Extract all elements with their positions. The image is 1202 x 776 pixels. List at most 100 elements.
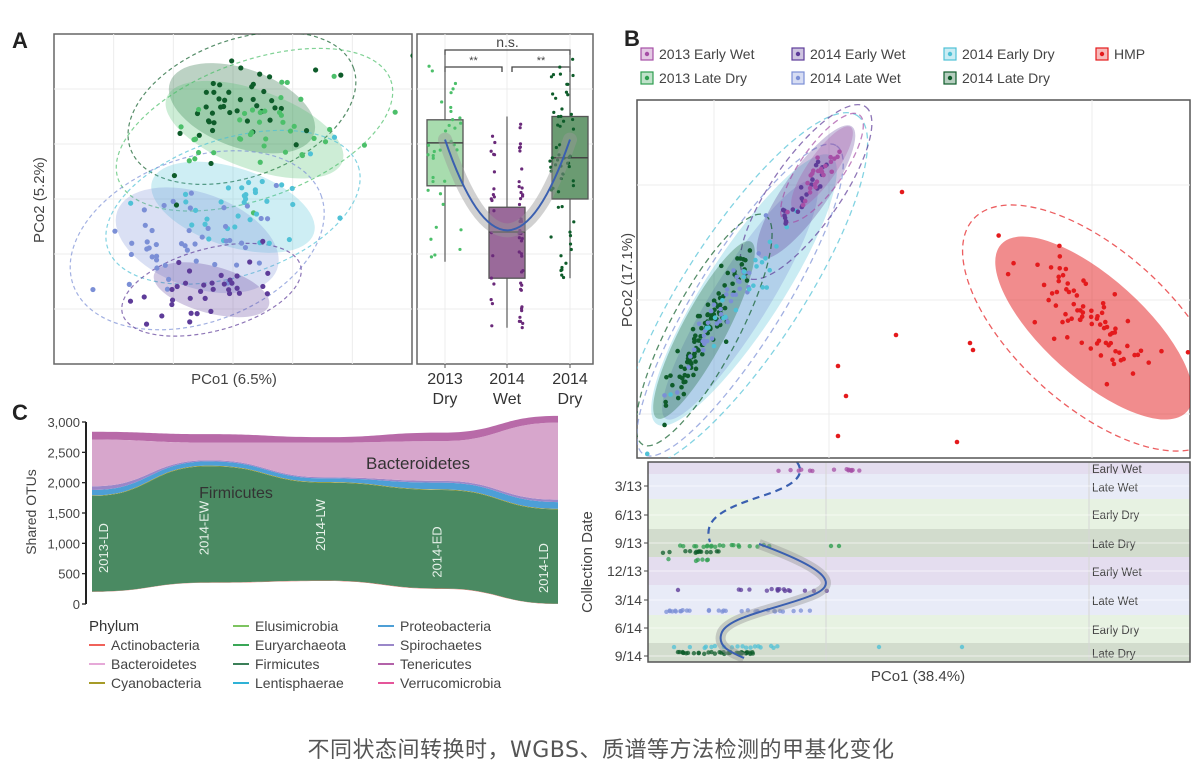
confidence-ellipse-2014-late-wet — [69, 150, 325, 331]
point-2014-late-wet — [193, 258, 199, 264]
point-2013-early-wet — [776, 468, 781, 474]
point-2013-late-dry — [712, 544, 718, 549]
point-2013-dry — [431, 156, 435, 160]
point-2014-late-dry — [234, 108, 240, 114]
point-2014-early-dry — [668, 392, 673, 397]
panel-b-ellipses — [637, 103, 1190, 458]
point-2014-early-wet — [169, 297, 176, 303]
point-2014-late-dry — [660, 550, 666, 556]
point-2014-early-wet — [143, 321, 150, 327]
point-2014-late-dry — [208, 160, 214, 167]
legend-item-2014-late-wet: 2014 Late Wet — [791, 70, 901, 86]
point-hmp — [1071, 288, 1077, 293]
boxplot-x-ticks: 2013 Dry 2014 Wet 2014 Dry — [427, 364, 588, 408]
point-2014-early-wet — [226, 287, 232, 293]
point-2014-early-wet — [264, 291, 270, 297]
point-hmp — [1005, 271, 1011, 277]
point-2014-dry — [559, 254, 563, 258]
point-2014-early-dry — [751, 283, 756, 288]
point-2013-dry — [459, 121, 463, 125]
point-2013-early-wet — [823, 163, 828, 169]
point-2013-dry — [458, 247, 462, 252]
point-2014-late-wet — [731, 268, 736, 273]
point-2014-dry — [549, 169, 553, 173]
point-2014-early-dry — [218, 199, 224, 205]
point-2013-early-wet — [812, 182, 818, 187]
confidence-ellipse-hmp — [961, 204, 1190, 452]
confidence-ellipse-2014-late-dry — [127, 34, 357, 185]
point-2014-early-dry — [241, 199, 247, 205]
stream-area-firmicutes — [92, 466, 558, 604]
point-2014-wet — [517, 202, 522, 207]
point-2013-dry — [249, 107, 256, 113]
box-2013-dry — [426, 119, 464, 187]
point-2014-dry — [551, 73, 556, 77]
point-2014-late-dry — [702, 651, 707, 657]
point-2014-dry — [571, 117, 575, 122]
point-outlier — [828, 543, 834, 549]
point-2014-dry — [554, 96, 558, 100]
point-2014-dry — [556, 190, 561, 194]
point-2013-dry — [441, 202, 445, 206]
y-tick-label: 2,000 — [47, 476, 80, 491]
significance-brackets: n.s. ** ** — [444, 34, 571, 72]
point-2013-early-wet — [796, 468, 801, 473]
point-hmp — [1125, 343, 1130, 349]
point-2014-late-dry — [278, 105, 284, 112]
point-hmp — [1099, 310, 1105, 316]
confidence-ellipse-2014-early-dry — [105, 129, 361, 285]
stream-y-ticks: 0 500 1,000 1,500 2,000 2,500 3,000 — [47, 415, 86, 612]
point-hmp — [1101, 304, 1107, 310]
panel-b-legend: 2013 Early Wet 2014 Early Wet 2014 Early D… — [640, 46, 1145, 86]
point-hmp — [1057, 254, 1063, 259]
y-tick-label: 3/14 — [615, 592, 642, 608]
point-hmp — [1063, 311, 1068, 317]
point-2014-wet — [518, 197, 523, 201]
point-2014-late-wet — [718, 306, 723, 312]
panel-label-c: C — [12, 400, 28, 425]
point-2014-late-wet — [724, 292, 729, 297]
point-2013-dry — [429, 255, 434, 259]
point-hmp — [1056, 278, 1062, 284]
point-2013-early-wet — [837, 149, 842, 155]
point-2014-wet — [518, 219, 522, 224]
point-2014-late-wet — [718, 311, 724, 317]
point-2014-wet — [489, 197, 493, 201]
point-2013-dry — [186, 158, 192, 164]
point-2014-dry — [568, 230, 572, 234]
point-hmp — [1100, 301, 1106, 306]
point-2013-dry — [192, 156, 198, 162]
point-2014-late-dry — [714, 549, 719, 554]
ellipse-hmp — [995, 236, 1190, 420]
point-2013-dry — [431, 154, 435, 158]
season-band-early-dry — [648, 499, 1190, 529]
point-hmp — [1096, 338, 1102, 344]
point-2014-early-dry — [741, 269, 747, 274]
confidence-ellipse-2014-late-wet — [637, 143, 844, 457]
point-2013-dry — [291, 123, 297, 129]
legend-label: Actinobacteria — [111, 637, 200, 653]
point-2014-dry — [572, 220, 576, 224]
point-hmp — [843, 393, 849, 399]
timeline-x-axis-label: PCo1 (38.4%) — [871, 668, 965, 685]
point-2014-late-dry — [668, 373, 673, 378]
point-2013-early-wet — [788, 467, 793, 473]
point-2013-dry — [392, 109, 398, 115]
point-2013-dry — [458, 116, 462, 120]
point-2014-late-wet — [723, 608, 728, 614]
point-hmp — [1113, 326, 1118, 332]
point-2014-late-wet — [725, 319, 730, 325]
point-2014-late-dry — [211, 89, 217, 95]
point-2014-late-dry — [670, 382, 675, 388]
point-2014-dry — [559, 114, 563, 118]
point-2014-early-wet — [783, 221, 788, 226]
panel-a-grid — [54, 34, 412, 364]
point-2014-late-wet — [161, 202, 167, 209]
point-2014-late-dry — [266, 74, 273, 80]
point-hmp — [1159, 348, 1164, 354]
point-hmp — [1112, 292, 1118, 297]
point-hmp — [1060, 272, 1066, 278]
point-2014-late-dry — [681, 379, 687, 385]
point-2014-early-dry — [241, 193, 247, 199]
x-tick-label: Wet — [493, 391, 522, 408]
